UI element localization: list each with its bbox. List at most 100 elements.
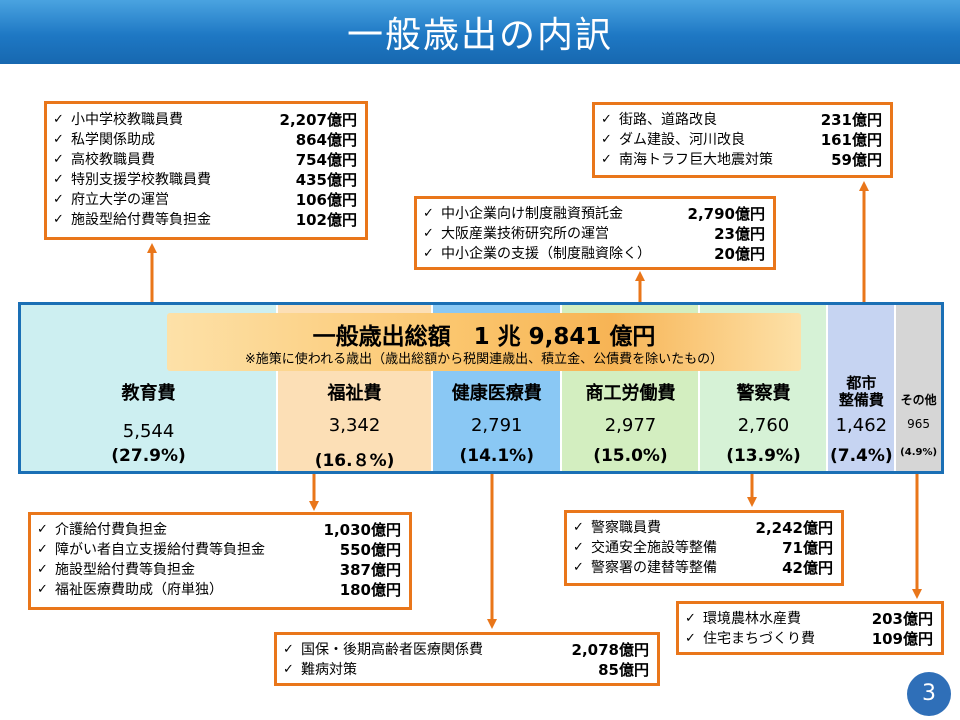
segment-value: 1,462 <box>835 415 888 436</box>
detail-item-amount: 102億円 <box>295 211 357 229</box>
police-detail-box: ✓ 警察職員費 2,242億円 ✓ 交通安全施設等整備 71億円 ✓ 警察署の建替等整備 42億… <box>564 510 844 586</box>
segment-value: 5,544 <box>122 421 175 442</box>
segment-label: その他 <box>900 393 937 407</box>
check-icon: ✓ <box>53 172 64 187</box>
check-icon: ✓ <box>573 560 584 575</box>
detail-item-label: 障がい者自立支援給付費等負担金 <box>55 542 265 558</box>
check-icon: ✓ <box>685 611 696 626</box>
detail-item: ✓ 小中学校教職員費 2,207億円 <box>47 110 365 130</box>
detail-item-amount: 2,790億円 <box>687 205 765 223</box>
check-icon: ✓ <box>423 226 434 241</box>
detail-item: ✓ 街路、道路改良 231億円 <box>595 110 890 130</box>
detail-item-amount: 180億円 <box>339 581 401 599</box>
detail-item: ✓ 障がい者自立支援給付費等負担金 550億円 <box>31 540 409 560</box>
detail-item-label: 南海トラフ巨大地震対策 <box>619 152 773 168</box>
segment-percent: (4.9%) <box>900 447 938 458</box>
other-detail-box: ✓ 環境農林水産費 203億円 ✓ 住宅まちづくり費 109億円 <box>676 601 944 655</box>
detail-item: ✓ 特別支援学校教職員費 435億円 <box>47 170 365 190</box>
detail-item-label: 中小企業向け制度融資預託金 <box>441 206 623 222</box>
detail-item-amount: 109億円 <box>871 630 933 648</box>
detail-item-label: 私学関係助成 <box>71 132 155 148</box>
detail-item: ✓ 交通安全施設等整備 71億円 <box>567 538 841 558</box>
welfare-detail-box: ✓ 介護給付費負担金 1,030億円 ✓ 障がい者自立支援給付費等負担金 550億円 ✓ 施設… <box>28 512 412 610</box>
detail-item: ✓ 中小企業の支援（制度融資除く） 20億円 <box>417 244 773 264</box>
urban-detail-box: ✓ 街路、道路改良 231億円 ✓ ダム建設、河川改良 161億円 ✓ 南海トラフ巨大地震対策… <box>592 102 893 178</box>
detail-item-label: 介護給付費負担金 <box>55 522 167 538</box>
segment-percent: (13.9%) <box>726 446 801 466</box>
check-icon: ✓ <box>53 192 64 207</box>
bar-segment: 警察費 2,760 (13.9%) <box>700 305 829 471</box>
detail-item: ✓ 南海トラフ巨大地震対策 59億円 <box>595 150 890 170</box>
segment-label: 警察費 <box>736 383 791 404</box>
detail-item-label: 施設型給付費等負担金 <box>71 212 211 228</box>
detail-item-amount: 203億円 <box>871 610 933 628</box>
detail-item-amount: 85億円 <box>598 661 649 679</box>
detail-item-label: 環境農林水産費 <box>703 611 801 627</box>
bar-segment: その他 965 (4.9%) <box>896 305 941 471</box>
detail-item-label: 高校教職員費 <box>71 152 155 168</box>
detail-item-label: 特別支援学校教職員費 <box>71 172 211 188</box>
segment-label: 都市 整備費 <box>838 374 884 409</box>
detail-item-label: 大阪産業技術研究所の運営 <box>441 226 609 242</box>
check-icon: ✓ <box>573 520 584 535</box>
detail-item: ✓ 府立大学の運営 106億円 <box>47 190 365 210</box>
detail-item: ✓ 環境農林水産費 203億円 <box>679 609 941 629</box>
detail-item-amount: 754億円 <box>295 151 357 169</box>
detail-item: ✓ 国保・後期高齢者医療関係費 2,078億円 <box>277 640 657 660</box>
detail-item-label: 難病対策 <box>301 662 357 678</box>
detail-item: ✓ 大阪産業技術研究所の運営 23億円 <box>417 224 773 244</box>
check-icon: ✓ <box>37 582 48 597</box>
segment-label: 商工労働費 <box>585 383 676 404</box>
stacked-bar-chart: 教育費 5,544 (27.9%) 福祉費 3,342 (16.８%) 健康医療費 2,791… <box>18 302 944 474</box>
detail-item-label: 国保・後期高齢者医療関係費 <box>301 642 483 658</box>
health-detail-box: ✓ 国保・後期高齢者医療関係費 2,078億円 ✓ 難病対策 85億円 <box>274 632 660 686</box>
education-detail-box: ✓ 小中学校教職員費 2,207億円 ✓ 私学関係助成 864億円 ✓ 高校教職員費 754億円… <box>44 101 368 240</box>
total-note: ※施策に使われる歳出（歳出総額から税関連歳出、積立金、公債費を除いたもの） <box>244 352 724 367</box>
detail-item: ✓ 難病対策 85億円 <box>277 660 657 680</box>
detail-item-amount: 2,078億円 <box>571 641 649 659</box>
detail-item-label: 中小企業の支援（制度融資除く） <box>441 246 651 262</box>
segment-value: 2,760 <box>737 415 790 436</box>
detail-item: ✓ 高校教職員費 754億円 <box>47 150 365 170</box>
segment-label: 教育費 <box>121 383 176 404</box>
total-banner: 一般歳出総額 1 兆 9,841 億円 ※施策に使われる歳出（歳出総額から税関連… <box>167 313 801 371</box>
check-icon: ✓ <box>601 112 612 127</box>
check-icon: ✓ <box>283 662 294 677</box>
detail-item-amount: 161億円 <box>820 131 882 149</box>
check-icon: ✓ <box>37 562 48 577</box>
title-bar: 一般歳出の内訳 <box>0 0 960 64</box>
detail-item-label: 交通安全施設等整備 <box>591 540 717 556</box>
segment-value: 2,977 <box>604 415 657 436</box>
check-icon: ✓ <box>685 631 696 646</box>
check-icon: ✓ <box>283 642 294 657</box>
segment-value: 965 <box>907 417 931 431</box>
detail-item-label: 街路、道路改良 <box>619 112 717 128</box>
check-icon: ✓ <box>423 206 434 221</box>
detail-item-label: 福祉医療費助成（府単独） <box>55 582 223 598</box>
detail-item: ✓ 中小企業向け制度融資預託金 2,790億円 <box>417 204 773 224</box>
segment-percent: (15.0%) <box>593 446 668 466</box>
detail-item-amount: 23億円 <box>714 225 765 243</box>
detail-item-label: 住宅まちづくり費 <box>703 631 815 647</box>
detail-item: ✓ 警察署の建替等整備 42億円 <box>567 558 841 578</box>
detail-item-amount: 42億円 <box>782 559 833 577</box>
commerce-detail-box: ✓ 中小企業向け制度融資預託金 2,790億円 ✓ 大阪産業技術研究所の運営 23億円 ✓ 中… <box>414 196 776 270</box>
detail-item-label: 警察署の建替等整備 <box>591 560 717 576</box>
check-icon: ✓ <box>53 212 64 227</box>
detail-item: ✓ 私学関係助成 864億円 <box>47 130 365 150</box>
check-icon: ✓ <box>573 540 584 555</box>
detail-item: ✓ 福祉医療費助成（府単独） 180億円 <box>31 580 409 600</box>
total-label: 一般歳出総額 1 兆 9,841 億円 <box>312 324 656 350</box>
check-icon: ✓ <box>53 112 64 127</box>
segment-label: 健康医療費 <box>451 383 542 404</box>
check-icon: ✓ <box>37 542 48 557</box>
detail-item-amount: 59億円 <box>831 151 882 169</box>
detail-item-amount: 2,242億円 <box>755 519 833 537</box>
detail-item: ✓ ダム建設、河川改良 161億円 <box>595 130 890 150</box>
segment-percent: (14.1%) <box>459 446 534 466</box>
detail-item-label: 府立大学の運営 <box>71 192 169 208</box>
detail-item-label: 警察職員費 <box>591 520 661 536</box>
segment-percent: (7.4%) <box>830 446 893 466</box>
detail-item-amount: 71億円 <box>782 539 833 557</box>
detail-item-amount: 550億円 <box>339 541 401 559</box>
